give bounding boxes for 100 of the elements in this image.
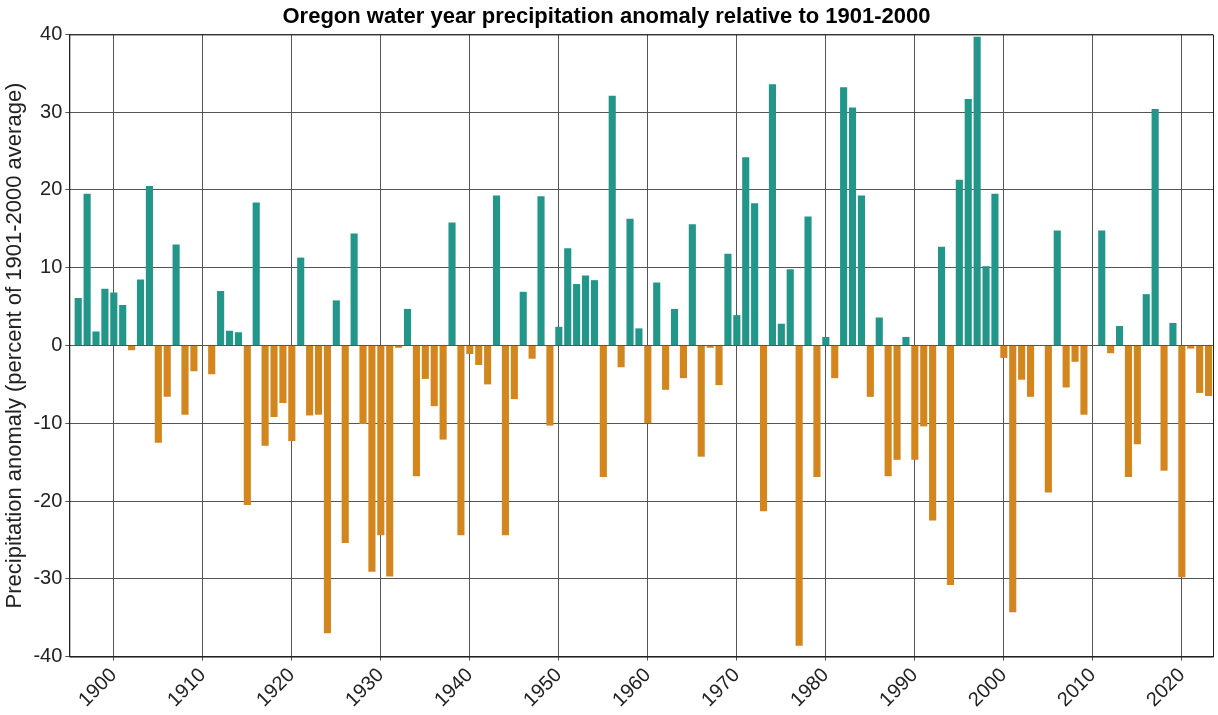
bar	[510, 345, 518, 400]
bar	[528, 345, 536, 359]
bar	[786, 269, 794, 345]
bar	[724, 253, 732, 345]
bar	[697, 345, 705, 457]
bar	[813, 345, 821, 477]
bar	[154, 345, 162, 443]
bar	[1018, 345, 1026, 380]
bar	[911, 345, 919, 460]
bar	[163, 345, 171, 397]
bar	[234, 332, 242, 345]
bar	[1187, 345, 1195, 349]
bar	[564, 248, 572, 345]
bar	[1000, 345, 1008, 358]
bar	[662, 345, 670, 390]
bar	[1124, 345, 1133, 477]
bar	[644, 345, 652, 424]
bar	[306, 345, 314, 416]
bar	[848, 107, 857, 345]
bar	[670, 308, 679, 345]
bar	[350, 233, 358, 345]
y-tick-label: -10	[33, 410, 63, 433]
bar	[955, 179, 963, 345]
bar	[519, 291, 527, 345]
chart-title: Oregon water year precipitation anomaly relative to 1901-2000	[282, 3, 931, 29]
bar	[430, 345, 438, 407]
bar	[332, 300, 340, 345]
bar	[937, 246, 946, 345]
bar	[857, 195, 865, 345]
bar	[599, 345, 607, 477]
bar	[225, 330, 234, 345]
bar	[475, 345, 483, 365]
bar	[252, 202, 260, 345]
bar	[403, 308, 412, 345]
bar	[902, 336, 910, 345]
bar	[297, 257, 305, 345]
bar	[759, 345, 768, 512]
bar	[1009, 345, 1017, 613]
bar	[1178, 345, 1186, 578]
bar	[172, 244, 180, 345]
bar	[119, 305, 127, 345]
bar	[341, 345, 349, 544]
bar	[128, 345, 136, 351]
bar	[323, 345, 331, 634]
bar	[1133, 345, 1141, 445]
bar	[733, 315, 741, 345]
bar	[751, 203, 759, 345]
bar	[555, 326, 563, 345]
bar	[653, 282, 661, 345]
bar	[875, 317, 883, 345]
bar	[546, 345, 554, 426]
y-tick-label: 30	[40, 99, 63, 122]
bar	[136, 279, 145, 345]
bar	[288, 345, 296, 442]
bar	[679, 345, 687, 379]
bar	[537, 196, 545, 345]
bar	[448, 222, 456, 345]
bar	[466, 345, 474, 355]
bar	[439, 345, 447, 440]
bar	[768, 84, 776, 345]
bar	[1026, 345, 1035, 397]
bar	[1160, 345, 1168, 471]
bar	[777, 323, 785, 345]
bar	[608, 95, 616, 345]
bar	[590, 280, 598, 345]
bar	[804, 216, 812, 345]
bar	[74, 298, 82, 345]
bar	[243, 345, 251, 505]
bar	[145, 186, 153, 345]
bar	[386, 345, 394, 577]
bar	[742, 157, 750, 345]
bar	[1169, 322, 1177, 345]
y-tick-label: -40	[33, 644, 63, 667]
bar	[421, 345, 429, 379]
bar	[457, 345, 465, 536]
bar	[1151, 109, 1159, 345]
bar	[929, 345, 937, 521]
bar	[501, 345, 509, 536]
bar	[412, 345, 420, 477]
bar	[946, 345, 954, 586]
y-axis-title: Precipitation anomaly (percent of 1901-2000 average)	[1, 82, 27, 609]
bar	[1204, 345, 1213, 397]
bar	[1196, 345, 1204, 393]
bar	[1053, 230, 1061, 345]
y-tick-label: 40	[40, 21, 63, 44]
bar	[1044, 345, 1052, 493]
bar	[314, 345, 323, 415]
bar	[866, 345, 874, 397]
y-tick-label: 10	[40, 255, 63, 278]
bar	[581, 275, 590, 345]
bar	[1115, 326, 1124, 345]
bar	[920, 345, 928, 427]
bar	[1098, 230, 1106, 345]
bar	[208, 345, 216, 375]
bar	[822, 336, 830, 345]
y-tick-label: -20	[33, 488, 63, 511]
bar	[110, 292, 118, 345]
bar	[688, 224, 696, 345]
bar	[831, 345, 839, 379]
y-tick-label: 20	[40, 177, 63, 200]
